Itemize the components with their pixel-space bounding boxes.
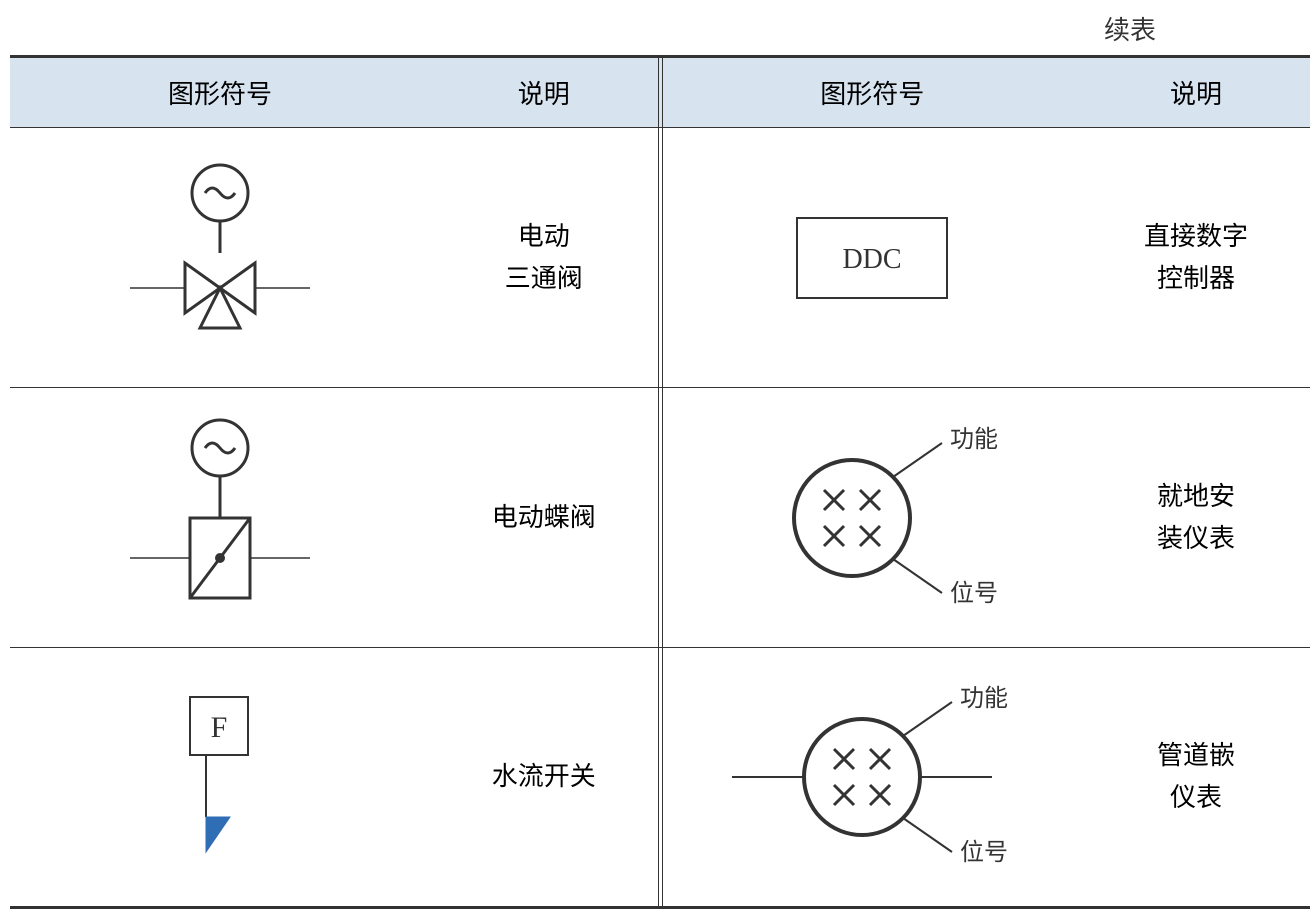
header-desc-left: 说明	[430, 57, 658, 128]
desc-text: 仪表	[1170, 783, 1222, 812]
desc-text: 水流开关	[492, 762, 596, 791]
desc-text: 电动蝶阀	[492, 503, 596, 532]
desc-electric-3way-valve: 电动 三通阀	[430, 128, 658, 388]
desc-ddc: 直接数字 控制器	[1082, 128, 1310, 388]
symbol-electric-butterfly-valve	[10, 388, 430, 648]
desc-flow-switch: 水流开关	[430, 648, 658, 908]
ddc-label: DDC	[843, 244, 902, 275]
table-caption: 续表	[10, 10, 1306, 47]
symbol-pipe-instrument: 功能 位号	[662, 648, 1082, 908]
svg-text:F: F	[211, 711, 228, 744]
header-desc-right: 说明	[1082, 57, 1310, 128]
table-row: 电动 三通阀 DDC 直接数字 控制器	[10, 128, 1310, 388]
svg-text:功能: 功能	[960, 685, 1008, 712]
symbol-ddc: DDC	[662, 128, 1082, 388]
desc-text: 管道嵌	[1157, 741, 1235, 770]
desc-text: 电动	[518, 222, 570, 251]
header-symbol-right: 图形符号	[662, 57, 1082, 128]
desc-text: 控制器	[1157, 264, 1235, 293]
desc-text: 装仪表	[1157, 524, 1235, 553]
symbol-flow-switch: F	[10, 648, 430, 908]
symbol-local-instrument: 功能 位号	[662, 388, 1082, 648]
header-symbol-left: 图形符号	[10, 57, 430, 128]
desc-text: 三通阀	[505, 264, 583, 293]
desc-local-instrument: 就地安 装仪表	[1082, 388, 1310, 648]
svg-text:位号: 位号	[950, 580, 998, 607]
table-row: F 水流开关	[10, 648, 1310, 908]
desc-text: 直接数字	[1144, 222, 1248, 251]
desc-electric-butterfly-valve: 电动蝶阀	[430, 388, 658, 648]
desc-text: 就地安	[1157, 482, 1235, 511]
svg-text:位号: 位号	[960, 839, 1008, 866]
symbols-table: 图形符号 说明 图形符号 说明	[10, 55, 1310, 909]
svg-text:功能: 功能	[950, 426, 998, 453]
table-row: 电动蝶阀	[10, 388, 1310, 648]
desc-pipe-instrument: 管道嵌 仪表	[1082, 648, 1310, 908]
symbol-electric-3way-valve	[10, 128, 430, 388]
symbol-table-container: 续表 图形符号 说明 图形符号 说明	[10, 10, 1306, 909]
